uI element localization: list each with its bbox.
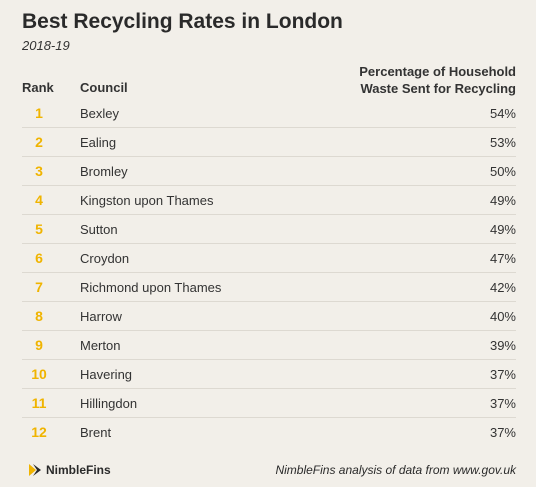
rank-cell: 12: [31, 424, 47, 440]
rank-cell: 11: [31, 395, 47, 411]
percentage-cell: 53%: [489, 135, 516, 150]
council-cell: Bexley: [80, 106, 120, 121]
column-header-rank: Rank: [22, 80, 54, 95]
percentage-cell: 54%: [489, 106, 516, 121]
recycling-table: 1 Bexley 54% 2 Ealing 53% 3 Bromley 50% 4 Kingston…: [22, 99, 516, 447]
rank-cell: 2: [35, 134, 43, 150]
table-row: 11 Hillingdon 37%: [22, 389, 516, 418]
table-row: 3 Bromley 50%: [22, 157, 516, 186]
council-cell: Ealing: [80, 135, 117, 150]
column-header-percentage-line1: Percentage of Household: [359, 64, 516, 79]
council-cell: Merton: [80, 338, 121, 353]
table-row: 6 Croydon 47%: [22, 244, 516, 273]
council-cell: Havering: [80, 367, 133, 382]
rank-cell: 8: [35, 308, 43, 324]
nimblefins-logo-icon: [29, 464, 41, 476]
nimblefins-logo: NimbleFins: [28, 462, 111, 478]
percentage-cell: 37%: [489, 396, 516, 411]
percentage-cell: 49%: [489, 222, 516, 237]
percentage-cell: 50%: [489, 164, 516, 179]
source-note: NimbleFins analysis of data from www.gov…: [275, 463, 516, 477]
table-row: 7 Richmond upon Thames 42%: [22, 273, 516, 302]
rank-cell: 7: [35, 279, 43, 295]
percentage-cell: 40%: [489, 309, 516, 324]
percentage-cell: 49%: [489, 193, 516, 208]
percentage-cell: 47%: [489, 251, 516, 266]
table-row: 12 Brent 37%: [22, 418, 516, 447]
page-subtitle: 2018-19: [22, 38, 70, 53]
rank-cell: 10: [31, 366, 47, 382]
rank-cell: 6: [35, 250, 43, 266]
table-row: 9 Merton 39%: [22, 331, 516, 360]
logo-text: NimbleFins: [46, 463, 111, 477]
percentage-cell: 42%: [489, 280, 516, 295]
rank-cell: 3: [35, 163, 43, 179]
council-cell: Kingston upon Thames: [80, 193, 214, 208]
table-row: 1 Bexley 54%: [22, 99, 516, 128]
rank-cell: 5: [35, 221, 43, 237]
council-cell: Richmond upon Thames: [80, 280, 222, 295]
percentage-cell: 39%: [489, 338, 516, 353]
rank-cell: 1: [35, 105, 43, 121]
percentage-cell: 37%: [489, 425, 516, 440]
council-cell: Brent: [80, 425, 112, 440]
table-header: Rank Council Percentage of Household Was…: [0, 62, 536, 100]
council-cell: Harrow: [80, 309, 122, 324]
column-header-percentage: Percentage of Household Waste Sent for R…: [316, 63, 516, 97]
council-cell: Hillingdon: [80, 396, 138, 411]
percentage-cell: 37%: [489, 367, 516, 382]
table-row: 2 Ealing 53%: [22, 128, 516, 157]
council-cell: Croydon: [80, 251, 130, 266]
table-row: 8 Harrow 40%: [22, 302, 516, 331]
table-row: 10 Havering 37%: [22, 360, 516, 389]
rank-cell: 4: [35, 192, 43, 208]
table-row: 5 Sutton 49%: [22, 215, 516, 244]
council-cell: Sutton: [80, 222, 118, 237]
council-cell: Bromley: [80, 164, 128, 179]
column-header-percentage-line2: Waste Sent for Recycling: [360, 81, 516, 96]
column-header-council: Council: [80, 80, 128, 95]
page-title: Best Recycling Rates in London: [22, 10, 343, 33]
rank-cell: 9: [35, 337, 43, 353]
table-row: 4 Kingston upon Thames 49%: [22, 186, 516, 215]
